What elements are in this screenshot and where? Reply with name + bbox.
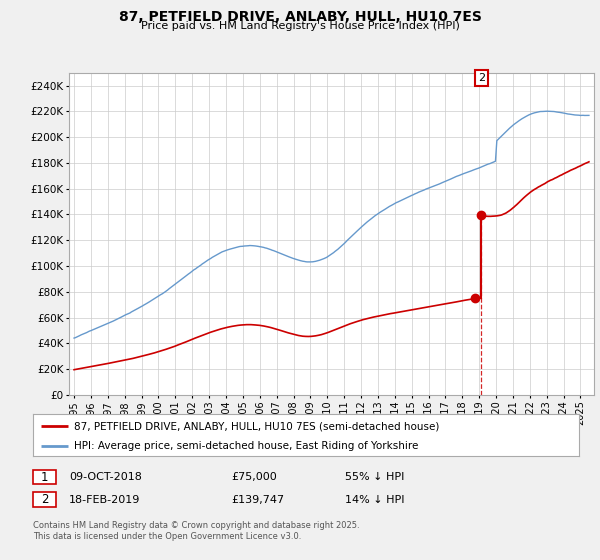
Text: HPI: Average price, semi-detached house, East Riding of Yorkshire: HPI: Average price, semi-detached house,…: [74, 441, 418, 451]
Text: 87, PETFIELD DRIVE, ANLABY, HULL, HU10 7ES (semi-detached house): 87, PETFIELD DRIVE, ANLABY, HULL, HU10 7…: [74, 421, 439, 431]
Text: 87, PETFIELD DRIVE, ANLABY, HULL, HU10 7ES: 87, PETFIELD DRIVE, ANLABY, HULL, HU10 7…: [119, 10, 481, 24]
Text: Price paid vs. HM Land Registry's House Price Index (HPI): Price paid vs. HM Land Registry's House …: [140, 21, 460, 31]
Text: £139,747: £139,747: [231, 494, 284, 505]
Text: 2: 2: [478, 73, 485, 83]
Text: 2: 2: [41, 493, 48, 506]
Text: 55% ↓ HPI: 55% ↓ HPI: [345, 472, 404, 482]
Text: 14% ↓ HPI: 14% ↓ HPI: [345, 494, 404, 505]
Text: £75,000: £75,000: [231, 472, 277, 482]
Text: Contains HM Land Registry data © Crown copyright and database right 2025.
This d: Contains HM Land Registry data © Crown c…: [33, 521, 359, 540]
Text: 1: 1: [41, 470, 48, 484]
Text: 18-FEB-2019: 18-FEB-2019: [69, 494, 140, 505]
Text: 09-OCT-2018: 09-OCT-2018: [69, 472, 142, 482]
